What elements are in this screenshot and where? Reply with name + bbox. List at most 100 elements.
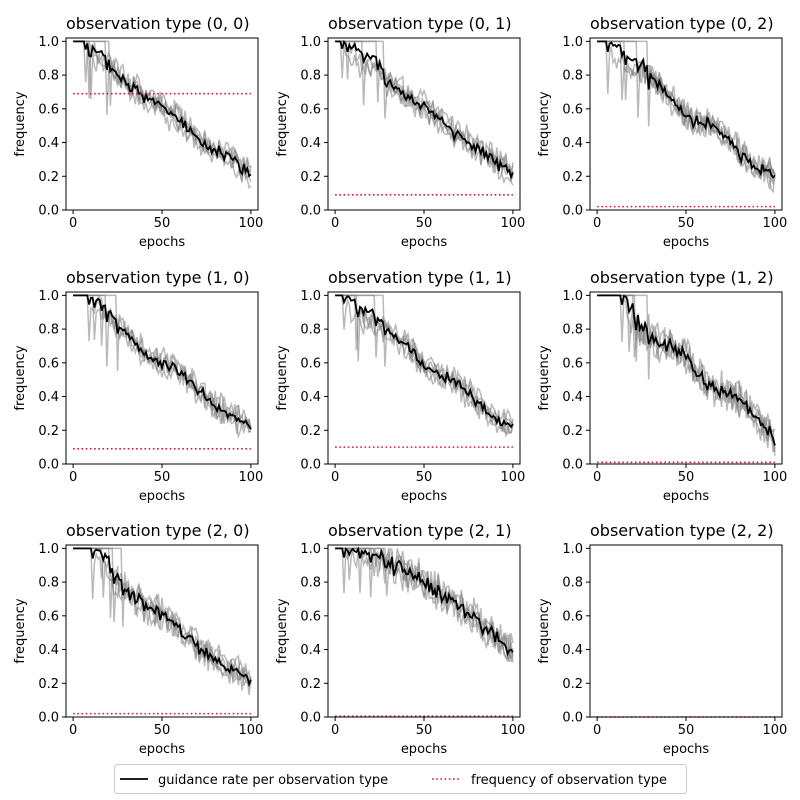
x-axis-label: epochs xyxy=(401,235,448,250)
x-tick-label: 50 xyxy=(416,470,433,485)
x-tick-label: 0 xyxy=(331,470,339,485)
y-tick-label: 0.8 xyxy=(562,576,583,591)
legend-label-guidance: guidance rate per observation type xyxy=(158,773,388,788)
panel-title: observation type (1, 0) xyxy=(66,268,250,287)
axes-frame xyxy=(65,291,259,465)
y-tick-label: 0.2 xyxy=(562,424,583,439)
y-tick-label: 1.0 xyxy=(562,542,583,557)
y-tick-label: 0.0 xyxy=(38,458,59,473)
plot-area xyxy=(73,547,252,696)
panel-title: observation type (0, 0) xyxy=(66,14,250,33)
y-tick-label: 0.2 xyxy=(562,677,583,692)
run-line-4 xyxy=(73,294,252,428)
y-tick-label: 0.4 xyxy=(562,643,583,658)
x-tick-label: 50 xyxy=(154,723,171,738)
plot-area xyxy=(335,546,514,663)
axes-frame xyxy=(589,291,783,465)
run-line-3 xyxy=(335,294,514,435)
x-tick-label: 100 xyxy=(238,470,263,485)
x-tick-label: 0 xyxy=(69,470,77,485)
y-tick-label: 0.6 xyxy=(38,609,59,624)
x-tick-label: 100 xyxy=(762,723,787,738)
y-tick-label: 0.0 xyxy=(562,204,583,219)
x-axis-label: epochs xyxy=(401,489,448,504)
y-tick-label: 0.2 xyxy=(38,170,59,185)
panel-2-0: observation type (2, 0) 0 50 100 0.0 0.2 0.4 0.… xyxy=(13,521,263,757)
y-tick-label: 0.2 xyxy=(300,170,321,185)
y-tick-label: 0.0 xyxy=(300,204,321,219)
run-line-4 xyxy=(73,547,252,696)
x-tick-label: 0 xyxy=(69,723,77,738)
x-tick-label: 100 xyxy=(500,723,525,738)
panel-1-1: observation type (1, 1) 0 50 100 0.0 0.2 0.4 0.… xyxy=(275,268,525,504)
y-axis-label: frequency xyxy=(275,91,290,157)
y-tick-label: 1.0 xyxy=(38,542,59,557)
y-tick-label: 0.8 xyxy=(38,69,59,84)
guidance-rate-line xyxy=(73,40,252,178)
x-axis-label: epochs xyxy=(139,489,186,504)
x-tick-label: 100 xyxy=(238,723,263,738)
y-tick-label: 0.6 xyxy=(300,102,321,117)
y-axis-label: frequency xyxy=(537,598,552,664)
x-tick-label: 50 xyxy=(678,470,695,485)
y-tick-label: 0.4 xyxy=(38,136,59,151)
y-tick-label: 1.0 xyxy=(38,289,59,304)
y-tick-label: 0.4 xyxy=(562,136,583,151)
y-tick-label: 0.0 xyxy=(562,711,583,726)
x-tick-label: 50 xyxy=(416,216,433,231)
y-axis-label: frequency xyxy=(13,345,28,411)
y-tick-label: 0.8 xyxy=(300,69,321,84)
y-tick-label: 0.8 xyxy=(562,69,583,84)
x-tick-label: 0 xyxy=(593,723,601,738)
legend-label-frequency: frequency of observation type xyxy=(471,773,667,788)
plot-area xyxy=(597,294,776,456)
panel-1-0: observation type (1, 0) 0 50 100 0.0 0.2 0.4 0.… xyxy=(13,268,263,504)
x-tick-label: 50 xyxy=(154,216,171,231)
y-tick-label: 0.4 xyxy=(38,390,59,405)
y-tick-label: 1.0 xyxy=(300,35,321,50)
panel-0-0: observation type (0, 0) 0 50 100 0.0 0.2 0.4 0.… xyxy=(13,14,263,250)
y-tick-label: 1.0 xyxy=(562,289,583,304)
panel-title: observation type (2, 0) xyxy=(66,521,250,540)
y-axis-label: frequency xyxy=(275,345,290,411)
x-tick-label: 50 xyxy=(678,216,695,231)
panel-2-2: observation type (2, 2) 0 50 100 0.0 0.2 0.4 0.… xyxy=(537,521,787,757)
run-line-5 xyxy=(73,40,252,176)
x-tick-label: 0 xyxy=(593,470,601,485)
panel-title: observation type (1, 1) xyxy=(328,268,512,287)
x-tick-label: 50 xyxy=(416,723,433,738)
y-tick-label: 1.0 xyxy=(38,35,59,50)
panel-title: observation type (2, 1) xyxy=(328,521,512,540)
guidance-rate-line xyxy=(335,294,514,429)
y-tick-label: 1.0 xyxy=(300,289,321,304)
y-axis-label: frequency xyxy=(275,598,290,664)
y-tick-label: 0.4 xyxy=(300,643,321,658)
guidance-rate-line xyxy=(597,294,776,446)
guidance-rate-line xyxy=(73,547,252,687)
panel-title: observation type (1, 2) xyxy=(590,268,774,287)
y-tick-label: 0.0 xyxy=(38,711,59,726)
guidance-rate-line xyxy=(335,39,514,180)
y-tick-label: 0.8 xyxy=(300,323,321,338)
x-axis-label: epochs xyxy=(401,742,448,757)
panel-2-1: observation type (2, 1) 0 50 100 0.0 0.2 0.4 0.… xyxy=(275,521,525,757)
y-tick-label: 0.8 xyxy=(300,576,321,591)
y-tick-label: 0.4 xyxy=(300,136,321,151)
y-tick-label: 0.6 xyxy=(300,356,321,371)
y-tick-label: 0.2 xyxy=(38,424,59,439)
y-tick-label: 1.0 xyxy=(562,35,583,50)
y-tick-label: 0.2 xyxy=(300,424,321,439)
run-line-4 xyxy=(335,547,514,662)
panel-1-2: observation type (1, 2) 0 50 100 0.0 0.2 0.4 0.… xyxy=(537,268,787,504)
panel-title: observation type (0, 1) xyxy=(328,14,512,33)
x-tick-label: 100 xyxy=(238,216,263,231)
y-axis-label: frequency xyxy=(537,91,552,157)
y-tick-label: 0.6 xyxy=(562,609,583,624)
y-tick-label: 0.6 xyxy=(300,609,321,624)
x-tick-label: 0 xyxy=(593,216,601,231)
y-tick-label: 0.0 xyxy=(562,458,583,473)
run-line-4 xyxy=(597,40,776,190)
panel-title: observation type (2, 2) xyxy=(590,521,774,540)
plot-area xyxy=(73,40,252,190)
x-tick-label: 100 xyxy=(500,216,525,231)
